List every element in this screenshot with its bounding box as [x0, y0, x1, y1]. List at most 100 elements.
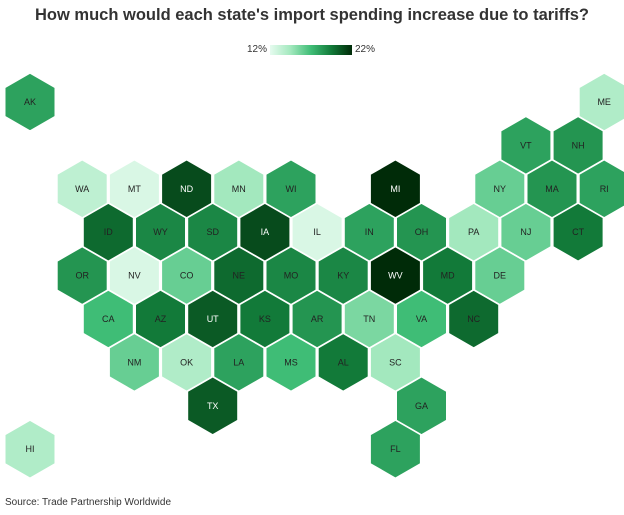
- state-hex-tn: [343, 289, 396, 349]
- state-label-wy: WY: [153, 227, 168, 237]
- state-tile-md[interactable]: MD: [421, 245, 474, 306]
- state-label-ga: GA: [415, 401, 428, 411]
- state-hex-fl: [369, 419, 422, 480]
- state-label-vt: VT: [520, 140, 532, 150]
- state-label-md: MD: [441, 271, 455, 281]
- state-tile-ak[interactable]: AK: [4, 72, 56, 132]
- state-tile-me[interactable]: ME: [578, 72, 624, 132]
- state-label-sd: SD: [206, 227, 219, 237]
- state-hex-mn: [212, 158, 265, 219]
- state-tile-ar[interactable]: AR: [291, 289, 343, 349]
- state-hex-wv: [369, 245, 422, 306]
- state-hex-az: [134, 289, 187, 349]
- state-hex-or: [56, 245, 109, 306]
- state-hex-ia: [238, 202, 291, 263]
- state-tile-mn[interactable]: MN: [212, 158, 265, 219]
- state-label-ma: MA: [545, 184, 559, 194]
- state-hex-nv: [108, 245, 161, 306]
- state-tile-co[interactable]: CO: [160, 245, 213, 306]
- state-tile-tn[interactable]: TN: [343, 289, 396, 349]
- state-label-ct: CT: [572, 227, 584, 237]
- state-tile-az[interactable]: AZ: [134, 289, 187, 349]
- state-tile-mt[interactable]: MT: [108, 158, 161, 219]
- state-tile-mo[interactable]: MO: [265, 245, 317, 306]
- state-label-nv: NV: [128, 271, 141, 281]
- state-hex-mi: [369, 158, 422, 219]
- state-tile-nv[interactable]: NV: [108, 245, 161, 306]
- state-label-ne: NE: [233, 271, 246, 281]
- state-tile-oh[interactable]: OH: [395, 202, 448, 263]
- state-tile-ms[interactable]: MS: [265, 332, 317, 393]
- state-tile-wa[interactable]: WA: [56, 158, 109, 219]
- state-tile-wi[interactable]: WI: [265, 158, 317, 219]
- state-tile-nh[interactable]: NH: [552, 115, 604, 176]
- state-label-mt: MT: [128, 184, 141, 194]
- legend-min-label: 12%: [246, 44, 267, 55]
- state-tile-la[interactable]: LA: [212, 332, 265, 393]
- state-tile-sd[interactable]: SD: [186, 202, 239, 263]
- state-hex-ky: [317, 245, 370, 306]
- state-label-ok: OK: [180, 357, 193, 367]
- state-hex-ga: [395, 375, 448, 436]
- state-tile-ny[interactable]: NY: [473, 158, 526, 219]
- state-tile-ok[interactable]: OK: [160, 332, 213, 393]
- state-label-al: AL: [338, 357, 349, 367]
- state-tile-pa[interactable]: PA: [447, 202, 500, 263]
- state-tile-ne[interactable]: NE: [212, 245, 265, 306]
- state-tile-ks[interactable]: KS: [238, 289, 291, 349]
- state-hex-nd: [160, 158, 213, 219]
- state-tile-il[interactable]: IL: [291, 202, 343, 263]
- state-hex-ca: [82, 289, 135, 349]
- state-tile-tx[interactable]: TX: [186, 375, 239, 436]
- state-hex-tx: [186, 375, 239, 436]
- state-tile-ia[interactable]: IA: [238, 202, 291, 263]
- state-tile-nm[interactable]: NM: [108, 332, 161, 393]
- state-tile-ma[interactable]: MA: [526, 158, 578, 219]
- state-hex-il: [291, 202, 343, 263]
- state-hex-nc: [447, 289, 500, 349]
- state-hex-ma: [526, 158, 578, 219]
- state-tile-ca[interactable]: CA: [82, 289, 135, 349]
- state-label-ca: CA: [102, 314, 115, 324]
- state-hex-oh: [395, 202, 448, 263]
- state-tile-wy[interactable]: WY: [134, 202, 187, 263]
- state-tile-ky[interactable]: KY: [317, 245, 370, 306]
- state-hex-ok: [160, 332, 213, 393]
- state-tile-in[interactable]: IN: [343, 202, 396, 263]
- state-tile-ut[interactable]: UT: [186, 289, 239, 349]
- state-label-wa: WA: [75, 184, 89, 194]
- state-tile-sc[interactable]: SC: [369, 332, 422, 393]
- state-tile-nd[interactable]: ND: [160, 158, 213, 219]
- state-tile-id[interactable]: ID: [82, 202, 135, 263]
- state-hex-id: [82, 202, 135, 263]
- state-tile-nj[interactable]: NJ: [500, 202, 552, 263]
- state-hex-ne: [212, 245, 265, 306]
- state-tile-mi[interactable]: MI: [369, 158, 422, 219]
- state-tile-ct[interactable]: CT: [552, 202, 604, 263]
- state-tile-or[interactable]: OR: [56, 245, 109, 306]
- state-label-la: LA: [233, 357, 244, 367]
- state-hex-me: [578, 72, 624, 132]
- state-tile-ga[interactable]: GA: [395, 375, 448, 436]
- state-tile-al[interactable]: AL: [317, 332, 370, 393]
- state-label-tn: TN: [363, 314, 375, 324]
- state-tile-va[interactable]: VA: [395, 289, 448, 349]
- chart-title: How much would each state's import spend…: [34, 6, 589, 24]
- state-tile-fl[interactable]: FL: [369, 419, 422, 480]
- state-hex-in: [343, 202, 396, 263]
- state-hex-nj: [500, 202, 552, 263]
- state-hex-sc: [369, 332, 422, 393]
- state-label-fl: FL: [390, 444, 401, 454]
- state-tile-nc[interactable]: NC: [447, 289, 500, 349]
- state-tile-vt[interactable]: VT: [500, 115, 552, 176]
- state-label-ak: AK: [24, 97, 36, 107]
- state-tile-ri[interactable]: RI: [578, 158, 624, 219]
- state-tile-wv[interactable]: WV: [369, 245, 422, 306]
- state-tile-de[interactable]: DE: [473, 245, 526, 306]
- state-label-az: AZ: [155, 314, 167, 324]
- state-hex-mt: [108, 158, 161, 219]
- state-hex-nm: [108, 332, 161, 393]
- state-hex-de: [473, 245, 526, 306]
- state-tile-hi[interactable]: HI: [4, 419, 56, 480]
